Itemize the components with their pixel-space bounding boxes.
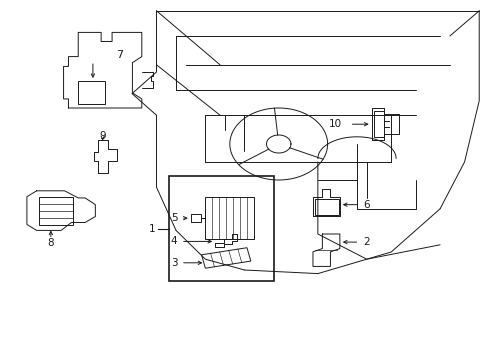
- Bar: [39, 197, 73, 225]
- Bar: [78, 81, 105, 104]
- Text: 5: 5: [170, 213, 177, 223]
- Text: 8: 8: [47, 238, 54, 248]
- Bar: [168, 176, 273, 281]
- Bar: [190, 214, 201, 222]
- Text: 6: 6: [363, 200, 369, 210]
- Bar: [205, 197, 254, 239]
- Text: 10: 10: [328, 119, 342, 129]
- Bar: [373, 111, 383, 137]
- Text: 2: 2: [363, 237, 369, 247]
- Text: 9: 9: [99, 131, 106, 140]
- Text: 4: 4: [170, 237, 177, 246]
- Text: 3: 3: [170, 258, 177, 268]
- Text: 1: 1: [148, 224, 155, 234]
- Text: 7: 7: [116, 50, 123, 60]
- Bar: [201, 248, 250, 268]
- Bar: [314, 199, 339, 215]
